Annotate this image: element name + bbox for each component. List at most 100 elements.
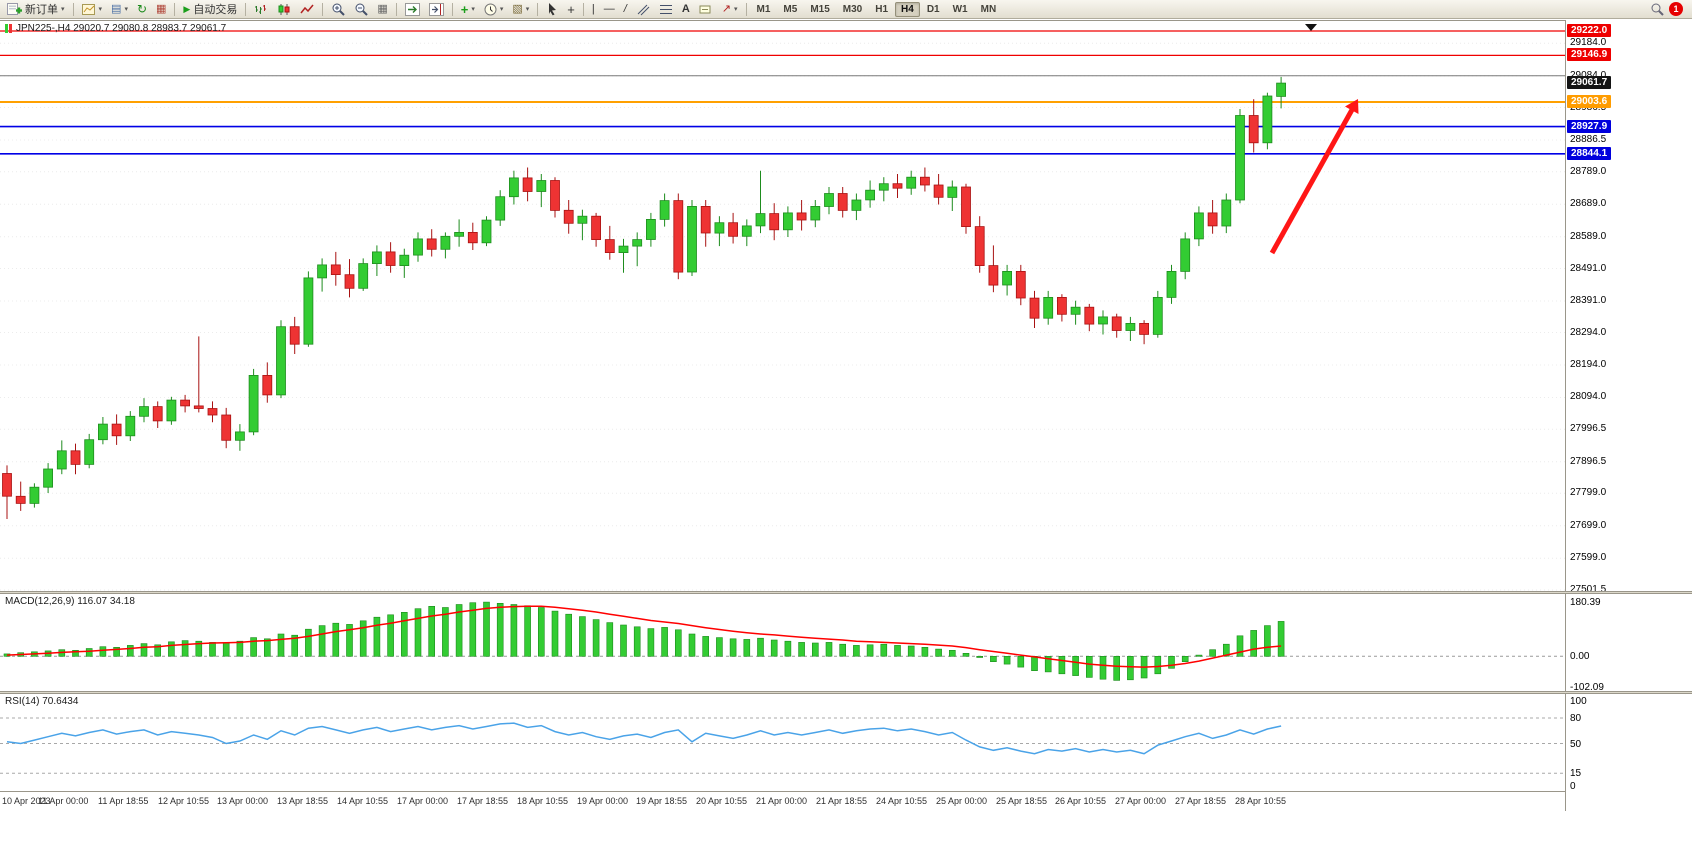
caret-down-icon: ▾ (471, 6, 475, 13)
toolbar-separator (451, 2, 453, 16)
timeframe-button-w1[interactable]: W1 (947, 2, 974, 17)
timeframe-button-m5[interactable]: M5 (777, 2, 803, 17)
templates-icon: ▧ (512, 2, 523, 15)
bar-chart-button[interactable] (250, 1, 272, 18)
clock-icon (484, 3, 497, 15)
indicators-button[interactable]: + ▾ (457, 1, 479, 18)
rsi-tick: 100 (1570, 696, 1587, 707)
crosshair-icon: + (567, 1, 575, 17)
trendline-icon: / (623, 2, 627, 15)
price-badge: 29222.0 (1567, 24, 1612, 37)
text-label-icon (699, 5, 711, 13)
bar-chart-icon (255, 4, 267, 14)
price-tick: 29084.0 (1570, 69, 1606, 82)
timeframe-button-m15[interactable]: M15 (804, 2, 835, 17)
chart-shift-button[interactable] (425, 1, 448, 18)
price-badge: 29146.9 (1567, 48, 1612, 61)
chart-shift-icon (428, 2, 444, 16)
price-axis[interactable]: 29184.029084.028986.528886.528789.028689… (1565, 20, 1692, 811)
auto-scroll-icon (404, 2, 420, 16)
rsi-panel[interactable]: RSI(14) 70.6434 (0, 694, 1565, 791)
templates-button[interactable]: ▧ ▾ (508, 1, 533, 18)
rsi-plot (0, 717, 1565, 774)
time-axis-label: 25 Apr 18:55 (996, 796, 1048, 806)
macd-tick: 0.00 (1570, 651, 1590, 662)
candlestick-chart-button[interactable] (273, 1, 295, 18)
rsi-tick: 50 (1570, 739, 1582, 750)
price-tick: 28491.0 (1570, 263, 1607, 274)
timeframe-button-mn[interactable]: MN (975, 2, 1003, 17)
trendline-button[interactable]: / (620, 1, 631, 18)
text-label-button[interactable] (695, 1, 717, 18)
text-button[interactable]: A (678, 1, 694, 18)
time-axis-label: 19 Apr 00:00 (577, 796, 629, 806)
line-chart-button[interactable] (296, 1, 318, 18)
toolbar-separator (322, 2, 324, 16)
candlestick-chart (0, 30, 1565, 591)
tile-windows-icon: ▦ (377, 2, 388, 15)
notification-badge[interactable]: 1 (1669, 2, 1683, 16)
profiles-button[interactable]: ▤ ▾ (107, 1, 132, 18)
macd-plot (0, 601, 1565, 681)
time-axis-label: 27 Apr 18:55 (1175, 796, 1227, 806)
price-tick: 27599.0 (1570, 552, 1607, 563)
vertical-line-button[interactable]: | (588, 1, 599, 18)
macd-panel[interactable]: MACD(12,26,9) 116.07 34.18 (0, 594, 1565, 691)
indicators-plus-icon: + (460, 1, 469, 17)
price-chart-panel[interactable]: JPN225-,H4 29020.7 29080.8 28983.7 29061… (0, 20, 1565, 591)
timeframe-button-d1[interactable]: D1 (921, 2, 946, 17)
time-axis-label: 11 Apr 00:00 (38, 796, 89, 806)
equidistant-channel-icon (637, 4, 650, 15)
zoom-in-icon (332, 3, 346, 16)
timeframe-button-m30[interactable]: M30 (837, 2, 868, 17)
rsi-tick: 15 (1570, 768, 1582, 779)
time-axis-label: 28 Apr 10:55 (1235, 796, 1287, 806)
timeframe-button-m1[interactable]: M1 (751, 2, 777, 17)
time-axis-label: 11 Apr 18:55 (98, 796, 149, 806)
timeframe-button-h1[interactable]: H1 (869, 2, 894, 17)
crosshair-button[interactable]: + (563, 1, 579, 18)
price-badge: 29003.6 (1567, 95, 1612, 108)
new-order-button[interactable]: 新订单 ▾ (3, 1, 69, 18)
search-icon (1651, 3, 1664, 16)
timeframe-button-h4[interactable]: H4 (895, 1, 920, 17)
auto-trading-button[interactable]: ▶ 自动交易 (179, 1, 241, 18)
price-tick: 27896.5 (1570, 456, 1607, 467)
new-chart-button[interactable]: ▾ (78, 1, 107, 18)
cursor-button[interactable] (542, 1, 562, 18)
candlestick-chart-icon (278, 3, 290, 15)
caret-down-icon: ▾ (98, 6, 103, 13)
panel-divider[interactable] (0, 691, 1692, 694)
time-axis-label: 24 Apr 10:55 (876, 796, 928, 806)
panel-divider[interactable] (0, 591, 1692, 594)
tile-windows-button[interactable]: ▦ (373, 1, 391, 18)
chart-title-text: JPN225-,H4 29020.7 29080.8 28983.7 29061… (16, 23, 227, 34)
time-axis-label: 21 Apr 00:00 (756, 796, 808, 806)
rsi-tick: 0 (1570, 781, 1576, 792)
periods-button[interactable]: ▾ (480, 1, 508, 18)
chart-title: JPN225-,H4 29020.7 29080.8 28983.7 29061… (5, 23, 226, 34)
horizontal-line-button[interactable]: — (600, 1, 619, 18)
price-tick: 28886.5 (1570, 134, 1607, 145)
price-badge: 28844.1 (1567, 147, 1612, 160)
toolbar-separator (72, 2, 74, 16)
time-axis-label: 20 Apr 10:55 (696, 796, 748, 806)
search-button[interactable] (1646, 1, 1668, 18)
toolbar: 新订单 ▾ ▾ ▤ ▾ ↻ ▦ ▶ 自动交易 (0, 0, 1692, 19)
market-watch-button[interactable]: ▦ (152, 1, 170, 18)
arrows-button[interactable]: ↗ ▾ (718, 1, 742, 18)
zoom-in-button[interactable] (327, 1, 349, 18)
fibonacci-icon (659, 4, 672, 14)
price-tick: 28391.0 (1570, 295, 1607, 306)
line-chart-icon (300, 4, 314, 13)
caret-down-icon: ▾ (124, 6, 128, 13)
zoom-out-button[interactable] (350, 1, 372, 18)
price-tick: 27699.0 (1570, 520, 1607, 531)
caret-down-icon: ▾ (61, 6, 65, 13)
equidistant-channel-button[interactable] (632, 1, 654, 18)
auto-scroll-button[interactable] (401, 1, 424, 18)
toolbar-separator (745, 2, 747, 16)
time-axis[interactable]: 10 Apr 2023 11 Apr 00:00 11 Apr 18:55 12 Ap… (0, 791, 1565, 811)
fibonacci-button[interactable] (655, 1, 677, 18)
refresh-button[interactable]: ↻ (133, 1, 151, 18)
